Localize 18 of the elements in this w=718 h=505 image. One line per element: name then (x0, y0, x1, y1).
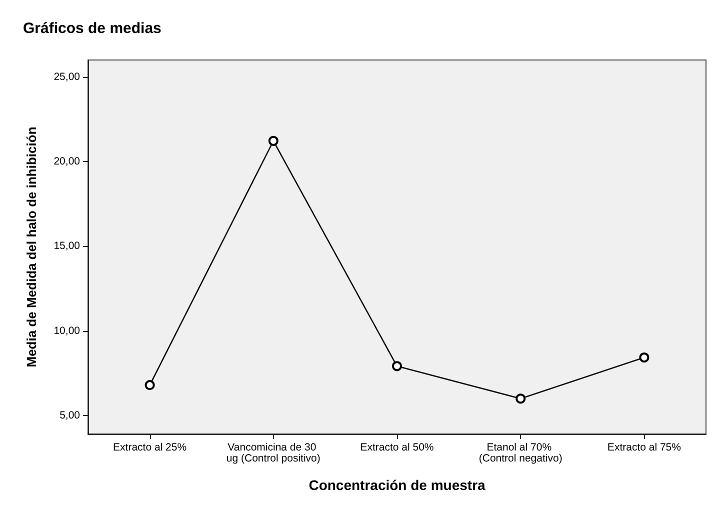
point (268, 136, 278, 146)
x-tick-label: Etanol al 70% (Control negativo) (478, 442, 562, 464)
y-axis-title: Media de Medida del halo de inhibición (24, 126, 39, 368)
point (639, 352, 650, 363)
point (516, 394, 526, 404)
y-tick-label: 15,00 (54, 240, 80, 252)
x-axis-title: Concentración de muestra (308, 477, 486, 493)
y-tick-label: 10,00 (54, 324, 80, 337)
y-tick-label: 5,00 (60, 409, 80, 422)
x-tick-label: Vancomicina de 30 ug (Control positivo) (226, 442, 320, 464)
point (144, 380, 155, 390)
y-tick-label: 20,00 (54, 156, 80, 168)
y-tick-label: 25,00 (54, 70, 80, 83)
point (392, 361, 402, 372)
x-tick-label: Extracto al 25% (113, 442, 187, 454)
x-tick-label: Extracto al 75% (607, 442, 681, 454)
chart-title: Gráficos de medias (23, 20, 162, 37)
x-tick-label: Extracto al 50% (360, 442, 434, 454)
